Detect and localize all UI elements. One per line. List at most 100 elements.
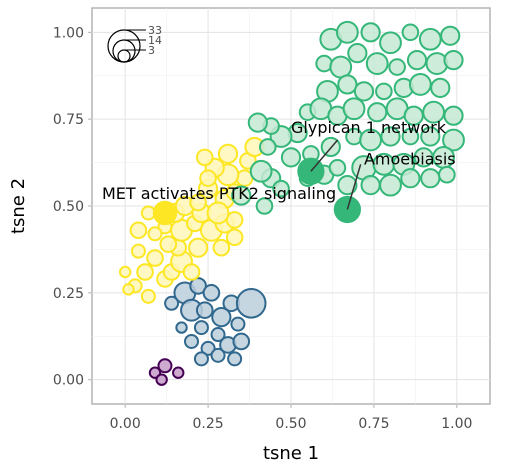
data-point [359, 128, 383, 152]
highlighted-point [152, 200, 178, 226]
y-tick-label: 1.00 [53, 25, 84, 41]
annotations: Glypican 1 network Amoebiasis MET activate… [102, 118, 456, 226]
data-point [227, 351, 243, 367]
data-point [422, 100, 446, 124]
data-point [130, 243, 146, 259]
data-point [337, 175, 358, 196]
data-point [418, 27, 442, 51]
data-point [235, 287, 267, 319]
x-tick-label: 1.00 [441, 416, 472, 432]
data-point [375, 82, 393, 101]
data-point [211, 307, 232, 328]
annotation-label: MET activates PTK2 signaling [102, 184, 336, 203]
data-points [118, 20, 465, 386]
data-point [193, 320, 209, 336]
data-point [122, 283, 135, 296]
data-point [272, 179, 290, 198]
data-point [255, 197, 274, 215]
data-point [225, 228, 244, 247]
data-point [360, 22, 381, 43]
data-point [164, 295, 180, 311]
data-point [230, 316, 246, 332]
data-point [249, 159, 273, 183]
data-point [379, 31, 402, 55]
data-point [118, 265, 132, 279]
data-point [129, 221, 148, 240]
data-point [408, 73, 432, 96]
data-point [353, 81, 375, 102]
x-tick-label: 0.25 [192, 416, 223, 432]
data-point [206, 201, 230, 225]
data-point [342, 97, 366, 121]
data-point [210, 347, 226, 363]
data-point [184, 333, 199, 349]
data-point [193, 351, 209, 367]
data-point [347, 43, 368, 64]
data-point [188, 237, 209, 258]
x-tick-labels: 0.00 0.25 0.50 0.75 1.00 [110, 404, 472, 432]
annotation-connector [346, 164, 362, 210]
y-tick-labels: 0.00 0.25 0.50 0.75 1.00 [53, 25, 92, 389]
data-point [212, 238, 231, 257]
data-point [400, 168, 421, 189]
x-tick-label: 0.00 [110, 416, 141, 432]
data-point [202, 284, 221, 302]
y-tick-label: 0.50 [53, 199, 84, 215]
data-point [438, 165, 456, 184]
x-tick-label: 0.50 [275, 416, 306, 432]
data-point [182, 263, 201, 281]
annotation-label: Glypican 1 network [291, 118, 447, 137]
data-point [199, 169, 217, 188]
data-point [210, 327, 226, 343]
data-point [443, 105, 464, 126]
data-point [406, 50, 428, 71]
data-point [140, 288, 156, 304]
data-point [443, 50, 464, 71]
data-point [189, 277, 207, 295]
data-point [440, 25, 461, 46]
data-point [329, 55, 353, 79]
data-point [379, 173, 402, 197]
data-point [401, 127, 420, 146]
data-point [360, 175, 381, 196]
y-tick-label: 0.25 [53, 286, 84, 302]
data-point [175, 321, 188, 334]
data-point [172, 366, 185, 379]
data-point [401, 23, 420, 42]
annotation-label: Amoebiasis [364, 149, 456, 168]
legend-size-label: 33 [148, 24, 162, 37]
x-axis-title: tsne 1 [263, 443, 319, 464]
data-point [247, 112, 268, 133]
data-point [146, 249, 164, 267]
data-point [217, 143, 239, 164]
data-point [337, 74, 358, 95]
y-axis-title: tsne 2 [8, 178, 29, 234]
data-point [380, 126, 401, 147]
y-tick-label: 0.75 [53, 112, 84, 128]
x-tick-label: 0.75 [358, 416, 389, 432]
legend-size-label: 3 [148, 44, 155, 57]
data-point [195, 301, 214, 320]
data-point [258, 138, 277, 156]
data-point [232, 332, 251, 351]
legend-size-label: 14 [148, 34, 162, 47]
y-tick-label: 0.00 [53, 373, 84, 389]
data-point [159, 235, 178, 254]
data-point [280, 147, 302, 168]
data-point [388, 58, 406, 76]
data-point [157, 358, 173, 374]
data-point [430, 77, 451, 98]
data-point [231, 185, 252, 206]
data-point [328, 158, 347, 177]
data-point [200, 340, 216, 356]
data-point [195, 148, 214, 167]
data-point [442, 128, 465, 152]
data-point [420, 126, 441, 147]
data-point [189, 193, 207, 212]
data-point [335, 20, 359, 44]
data-point [420, 168, 441, 189]
data-point [136, 263, 154, 281]
data-point [155, 373, 168, 386]
